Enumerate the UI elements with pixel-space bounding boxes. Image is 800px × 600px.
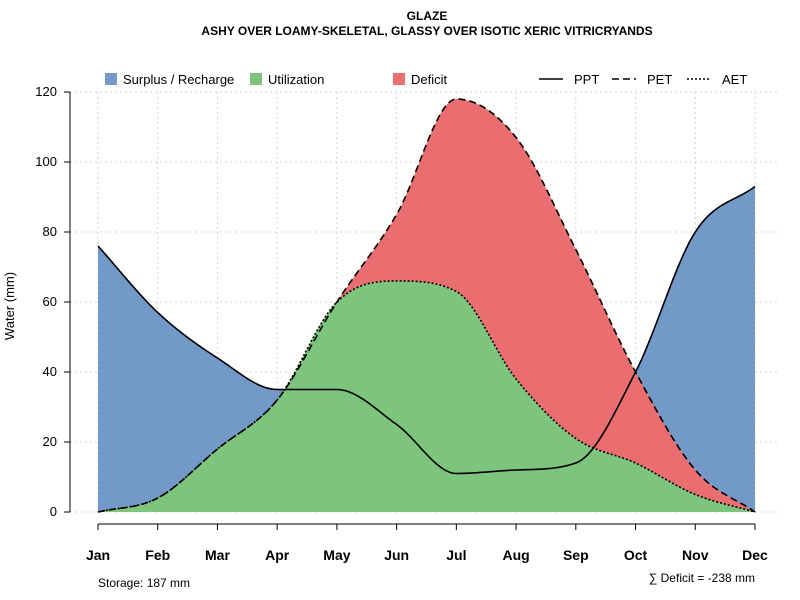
- utilization-area: [98, 281, 755, 512]
- x-tick-label: Jun: [384, 547, 409, 563]
- legend: Surplus / Recharge Utilization Deficit PPT P…: [105, 72, 747, 87]
- y-tick-label: 0: [50, 504, 57, 519]
- axes: 0 20 40 60 80 100 120 Jan Feb Mar Apr May Jun Jul Aug S…: [35, 84, 768, 563]
- deficit-note: ∑ Deficit = -238 mm: [649, 571, 755, 585]
- storage-note: Storage: 187 mm: [98, 576, 190, 590]
- chart-subtitle: ASHY OVER LOAMY-SKELETAL, GLASSY OVER IS…: [201, 24, 652, 38]
- x-tick-label: Apr: [265, 547, 290, 563]
- x-tick-label: Jan: [86, 547, 110, 563]
- x-tick-label: May: [323, 547, 350, 563]
- legend-label: Utilization: [268, 72, 324, 87]
- x-tick-label: Mar: [205, 547, 230, 563]
- y-tick-label: 80: [43, 224, 57, 239]
- legend-swatch: [250, 73, 262, 85]
- x-tick-label: Aug: [502, 547, 529, 563]
- y-tick-label: 100: [35, 154, 57, 169]
- legend-label: AET: [722, 72, 747, 87]
- x-tick-label: Jul: [446, 547, 466, 563]
- y-tick-label: 20: [43, 434, 57, 449]
- legend-swatch: [393, 73, 405, 85]
- series-lines: [97, 98, 756, 513]
- deficit-area: [98, 99, 755, 512]
- series-line-aet: [97, 280, 756, 513]
- y-axis-label: Water (mm): [2, 272, 17, 340]
- chart-title: GLAZE: [407, 9, 448, 23]
- x-tick-label: Nov: [682, 547, 709, 563]
- x-tick-label: Sep: [563, 547, 589, 563]
- x-tick-label: Dec: [742, 547, 768, 563]
- x-tick-label: Feb: [145, 547, 170, 563]
- legend-label: PPT: [574, 72, 599, 87]
- legend-label: Deficit: [411, 72, 448, 87]
- series-line-ppt: [97, 185, 756, 475]
- x-tick-label: Oct: [624, 547, 648, 563]
- legend-swatch: [105, 73, 117, 85]
- legend-label: PET: [647, 72, 672, 87]
- y-tick-label: 60: [43, 294, 57, 309]
- legend-label: Surplus / Recharge: [123, 72, 234, 87]
- area-fills: [98, 99, 755, 512]
- y-tick-label: 40: [43, 364, 57, 379]
- y-tick-label: 120: [35, 84, 57, 99]
